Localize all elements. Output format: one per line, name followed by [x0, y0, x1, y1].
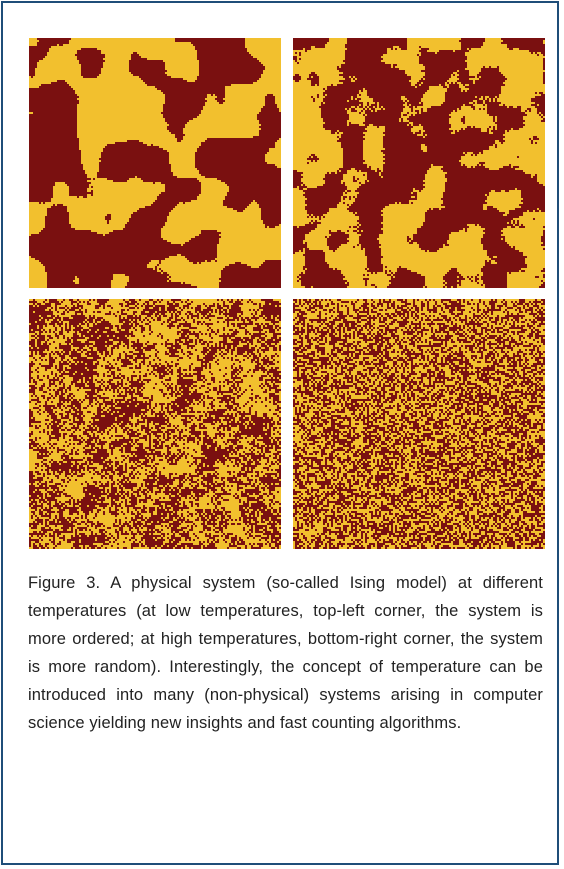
ising-lattice-medium-high-temperature: [29, 299, 281, 549]
figure-caption: Figure 3. A physical system (so-called I…: [28, 574, 543, 732]
ising-lattice-medium-low-temperature: [293, 38, 545, 288]
ising-panel-bottom-left: [29, 299, 281, 549]
ising-lattice-low-temperature: [29, 38, 281, 288]
ising-panel-bottom-right: [293, 299, 545, 549]
ising-panel-top-right: [293, 38, 545, 288]
ising-panel-top-left: [29, 38, 281, 288]
ising-lattice-high-temperature: [293, 299, 545, 549]
